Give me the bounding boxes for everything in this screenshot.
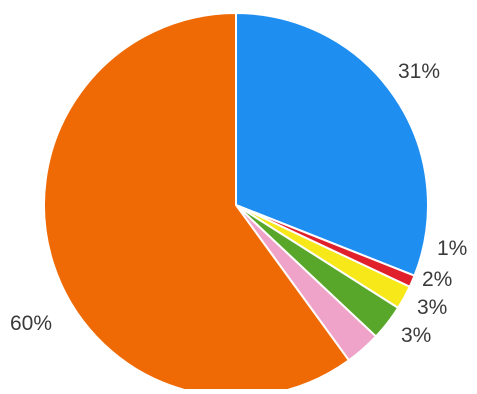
- data-label-slice-2: 1%: [437, 237, 467, 260]
- pie-slices: [43, 12, 429, 394]
- data-label-slice-1: 31%: [398, 60, 440, 83]
- pie-slice-6: [43, 12, 350, 394]
- data-label-slice-6: 60%: [10, 312, 52, 335]
- data-label-slice-3: 2%: [422, 268, 452, 291]
- pie-slice-1: [235, 12, 429, 277]
- data-label-slice-5: 3%: [401, 324, 431, 347]
- pie-labels: 31% 1% 2% 3% 3% 60%: [10, 60, 467, 347]
- data-label-slice-4: 3%: [417, 296, 447, 319]
